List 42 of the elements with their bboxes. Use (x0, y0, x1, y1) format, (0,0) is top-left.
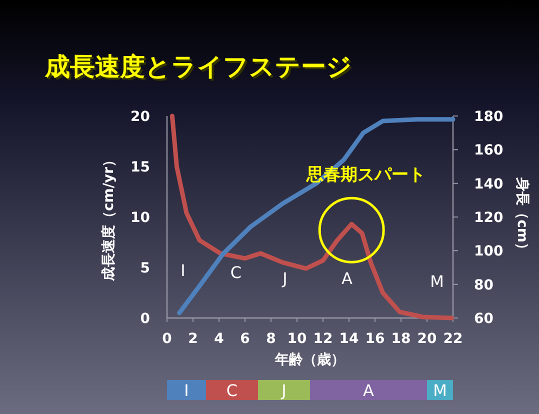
y2-axis-title: 身長（cm） (514, 176, 530, 256)
y-tick-label: 10 (130, 210, 150, 226)
x-axis-title: 年齢（歳） (274, 352, 345, 368)
x-tick-label: 4 (214, 331, 224, 347)
y2-tick-label: 60 (474, 311, 494, 327)
y-tick-label: 0 (140, 311, 150, 327)
annotation: J (282, 269, 288, 288)
annotation: M (430, 272, 444, 291)
y2-tick-label: 140 (474, 176, 504, 192)
y-tick-label: 20 (130, 109, 150, 125)
x-tick-label: 2 (188, 331, 198, 347)
bar (167, 380, 206, 400)
x-tick-label: 20 (417, 331, 437, 347)
x-tick-label: 12 (313, 331, 333, 347)
y-tick-label: 5 (140, 260, 150, 276)
y2-tick-label: 180 (474, 109, 504, 125)
y2-tick-label: 100 (474, 244, 504, 260)
x-tick-label: 22 (443, 331, 463, 347)
series-label: A (363, 381, 374, 400)
x-tick-label: 16 (365, 331, 385, 347)
x-tick-label: 8 (266, 331, 276, 347)
y-tick-label: 15 (130, 160, 150, 176)
series-label: C (226, 381, 238, 400)
annotation: A (342, 269, 353, 288)
bar (206, 380, 258, 400)
y2-tick-label: 80 (474, 277, 494, 294)
bar (310, 380, 427, 400)
x-tick-label: 0 (162, 331, 172, 347)
y2-tick-label: 120 (474, 210, 504, 226)
y2-tick-label: 160 (474, 142, 504, 159)
annotation: I (180, 261, 186, 280)
chart-title: 成長速度とライフステージ (46, 54, 354, 83)
x-tick-label: 18 (391, 331, 411, 347)
series-label: J (280, 381, 286, 400)
x-tick-label: 6 (240, 331, 250, 347)
annotation: C (230, 263, 242, 282)
x-tick-label: 14 (339, 331, 359, 347)
series-label: M (433, 381, 447, 400)
x-tick-label: 10 (287, 331, 307, 347)
y-axis-title: 成長速度（cm/yr） (100, 152, 117, 282)
series-label: I (184, 381, 189, 400)
bar (258, 380, 310, 400)
